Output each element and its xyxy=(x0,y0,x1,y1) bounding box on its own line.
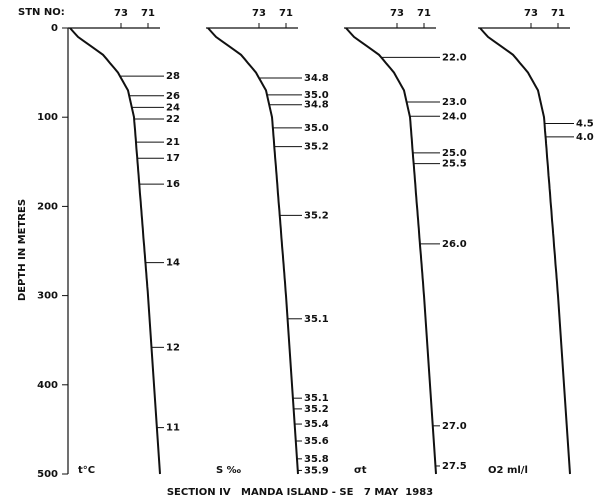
isoline-label: 11 xyxy=(166,423,180,434)
header-label: STN NO: xyxy=(18,7,65,18)
isoline-label: 4.5 xyxy=(576,118,594,129)
isoline-label: 34.8 xyxy=(304,73,329,84)
isoline-label: 25.5 xyxy=(442,159,467,170)
station-label: 73 xyxy=(252,8,266,19)
isoline-label: 25.0 xyxy=(442,148,467,159)
isoline-label: 26.0 xyxy=(442,239,467,250)
station-label: 71 xyxy=(551,8,565,19)
isoline-label: 24.0 xyxy=(442,111,467,122)
isoline-label: 35.4 xyxy=(304,419,329,430)
isoline-label: 35.0 xyxy=(304,123,329,134)
profile-curve xyxy=(345,27,437,475)
isoline-label: 34.8 xyxy=(304,100,329,111)
station-label: 73 xyxy=(524,8,538,19)
profile-curve xyxy=(207,27,299,475)
variable-label: t°C xyxy=(78,465,95,476)
isoline-label: 26 xyxy=(166,91,180,102)
y-tick-label: 400 xyxy=(37,380,58,391)
y-axis-label: DEPTH IN METRES xyxy=(17,199,28,301)
profile-curve xyxy=(69,27,161,475)
profile-curve xyxy=(479,27,571,475)
isoline-label: 35.1 xyxy=(304,314,329,325)
isoline-label: 14 xyxy=(166,258,180,269)
isoline-label: 27.0 xyxy=(442,421,467,432)
isoline-label: 35.9 xyxy=(304,465,329,476)
y-tick-label: 500 xyxy=(37,469,58,480)
y-tick-label: 0 xyxy=(51,23,58,34)
isoline-label: 28 xyxy=(166,71,180,82)
isoline-label: 22 xyxy=(166,114,180,125)
isoline-label: 22.0 xyxy=(442,52,467,63)
isoline-label: 27.5 xyxy=(442,461,467,472)
station-label: 73 xyxy=(114,8,128,19)
variable-label: O2 ml/l xyxy=(488,465,528,476)
isoline-label: 35.0 xyxy=(304,90,329,101)
isoline-label: 21 xyxy=(166,137,180,148)
isoline-label: 35.2 xyxy=(304,404,329,415)
y-tick-label: 100 xyxy=(37,112,58,123)
station-label: 71 xyxy=(279,8,293,19)
y-tick-label: 300 xyxy=(37,291,58,302)
variable-label: S ‰ xyxy=(216,465,242,476)
isoline-label: 35.1 xyxy=(304,393,329,404)
isoline-label: 35.2 xyxy=(304,142,329,153)
y-tick-label: 200 xyxy=(37,201,58,212)
footer: SECTION IV MANDA ISLAND - SE 7 MAY 1983 xyxy=(167,487,433,498)
station-label: 71 xyxy=(417,8,431,19)
isoline-label: 4.0 xyxy=(576,132,594,143)
isoline-label: 35.2 xyxy=(304,210,329,221)
variable-label: σt xyxy=(354,465,367,476)
isoline-label: 23.0 xyxy=(442,97,467,108)
isoline-label: 12 xyxy=(166,342,180,353)
station-label: 73 xyxy=(390,8,404,19)
isoline-label: 16 xyxy=(166,179,180,190)
isoline-label: 24 xyxy=(166,102,180,113)
station-label: 71 xyxy=(141,8,155,19)
isoline-label: 17 xyxy=(166,153,180,164)
isoline-label: 35.8 xyxy=(304,454,329,465)
isoline-label: 35.6 xyxy=(304,436,329,447)
